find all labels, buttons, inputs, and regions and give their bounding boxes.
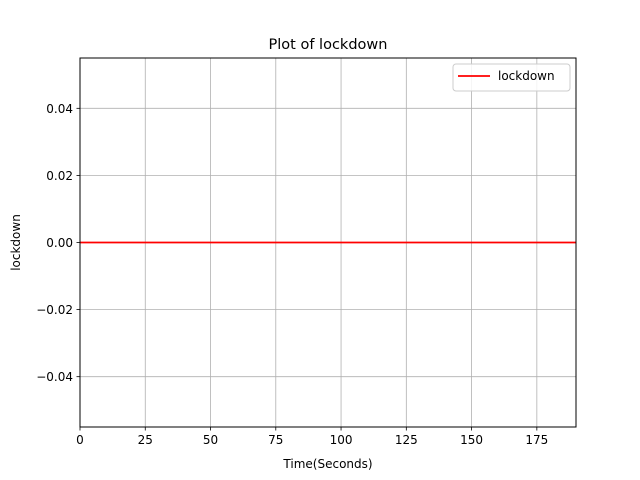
y-tick-label: 0.04 [46, 102, 73, 116]
x-axis-title: Time(Seconds) [282, 457, 372, 471]
x-tick-label: 75 [268, 433, 283, 447]
x-axis-ticks: 0 25 50 75 100 125 150 175 [76, 427, 548, 447]
legend-label-lockdown: lockdown [498, 69, 555, 83]
y-axis-title: lockdown [9, 214, 23, 271]
legend-box [452, 63, 571, 92]
x-tick-label: 0 [76, 433, 84, 447]
x-tick-label: 25 [138, 433, 153, 447]
x-tick-label: 125 [395, 433, 418, 447]
x-tick-label: 150 [460, 433, 483, 447]
y-tick-label: −0.02 [36, 303, 73, 317]
chart-title: Plot of lockdown [269, 37, 388, 53]
y-tick-label: 0.00 [46, 236, 73, 250]
x-tick-label: 100 [330, 433, 353, 447]
y-tick-label: 0.02 [46, 169, 73, 183]
y-tick-label: −0.04 [36, 370, 73, 384]
x-tick-label: 175 [525, 433, 548, 447]
y-axis-ticks: −0.04 −0.02 0.00 0.02 0.04 [36, 102, 80, 384]
x-tick-label: 50 [203, 433, 218, 447]
legend: lockdown [452, 63, 571, 92]
